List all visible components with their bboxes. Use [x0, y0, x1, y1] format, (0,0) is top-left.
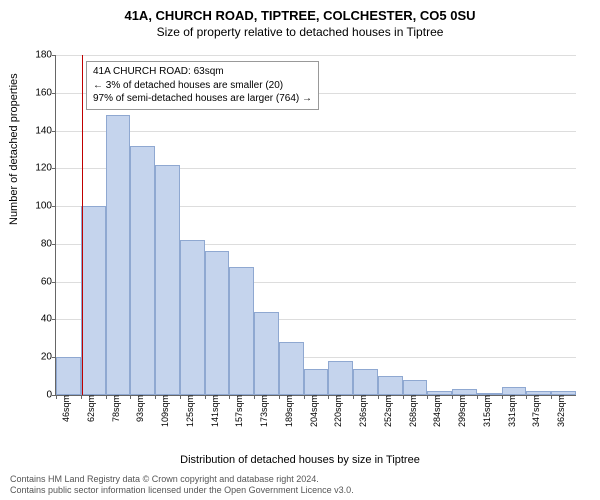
x-tick-label: 78sqm: [109, 395, 121, 422]
chart-subtitle: Size of property relative to detached ho…: [0, 23, 600, 39]
x-tick-label: 331sqm: [505, 395, 517, 427]
y-tick-label: 20: [41, 352, 56, 363]
histogram-bar: [304, 369, 329, 395]
y-tick-label: 180: [35, 50, 56, 61]
histogram-bar: [502, 387, 527, 395]
x-tick-label: 109sqm: [158, 395, 170, 427]
reference-line: [82, 55, 83, 395]
x-tick-label: 189sqm: [282, 395, 294, 427]
x-tick-label: 125sqm: [183, 395, 195, 427]
x-tick-label: 93sqm: [133, 395, 145, 422]
histogram-bar: [205, 251, 230, 395]
histogram-chart: 02040608010012014016018046sqm62sqm78sqm9…: [55, 55, 576, 396]
x-tick-label: 236sqm: [356, 395, 368, 427]
histogram-bar: [106, 115, 131, 395]
footer-line1: Contains HM Land Registry data © Crown c…: [10, 474, 354, 486]
histogram-bar: [403, 380, 428, 395]
y-axis-label: Number of detached properties: [8, 73, 20, 225]
histogram-bar: [279, 342, 304, 395]
y-tick-label: 120: [35, 163, 56, 174]
x-tick-label: 315sqm: [480, 395, 492, 427]
y-tick-label: 80: [41, 238, 56, 249]
annot-line3: 97% of semi-detached houses are larger (…: [93, 92, 312, 106]
y-tick-label: 100: [35, 201, 56, 212]
annot-line2: ← 3% of detached houses are smaller (20): [93, 79, 312, 93]
histogram-bar: [130, 146, 155, 395]
footer-line2: Contains public sector information licen…: [10, 485, 354, 497]
x-tick-label: 173sqm: [257, 395, 269, 427]
y-tick-label: 40: [41, 314, 56, 325]
footer-attribution: Contains HM Land Registry data © Crown c…: [10, 474, 354, 497]
grid-line: [56, 55, 576, 56]
annotation-box: 41A CHURCH ROAD: 63sqm← 3% of detached h…: [86, 61, 319, 110]
y-tick-label: 0: [46, 390, 56, 401]
histogram-bar: [353, 369, 378, 395]
chart-title: 41A, CHURCH ROAD, TIPTREE, COLCHESTER, C…: [0, 0, 600, 23]
x-tick-label: 299sqm: [455, 395, 467, 427]
y-tick-label: 160: [35, 87, 56, 98]
x-tick-label: 252sqm: [381, 395, 393, 427]
x-tick-label: 284sqm: [430, 395, 442, 427]
x-tick-label: 157sqm: [232, 395, 244, 427]
x-tick-label: 220sqm: [331, 395, 343, 427]
y-tick-label: 140: [35, 125, 56, 136]
x-tick-label: 141sqm: [208, 395, 220, 427]
grid-line: [56, 131, 576, 132]
histogram-bar: [378, 376, 403, 395]
x-tick-label: 362sqm: [554, 395, 566, 427]
x-tick-label: 46sqm: [59, 395, 71, 422]
y-tick-label: 60: [41, 276, 56, 287]
x-axis-label: Distribution of detached houses by size …: [0, 454, 600, 466]
histogram-bar: [229, 267, 254, 395]
x-tick-label: 268sqm: [406, 395, 418, 427]
histogram-bar: [254, 312, 279, 395]
histogram-bar: [328, 361, 353, 395]
histogram-bar: [155, 165, 180, 395]
x-tick-label: 347sqm: [529, 395, 541, 427]
histogram-bar: [56, 357, 81, 395]
histogram-bar: [81, 206, 106, 395]
annot-line1: 41A CHURCH ROAD: 63sqm: [93, 65, 312, 79]
x-tick-label: 204sqm: [307, 395, 319, 427]
histogram-bar: [180, 240, 205, 395]
x-tick-label: 62sqm: [84, 395, 96, 422]
